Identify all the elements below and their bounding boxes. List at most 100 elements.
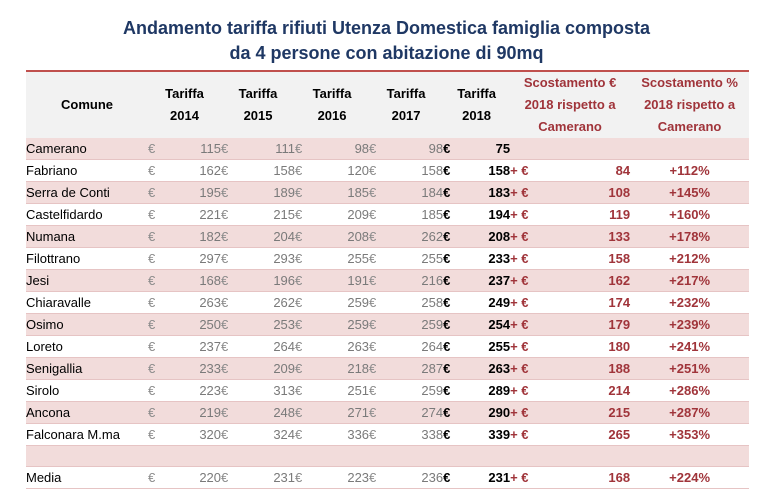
cell-scostamento-percent: +112% [630,159,750,182]
spacer-cell [26,445,750,467]
cell-euro-symbol: € [221,379,244,402]
cell-euro-symbol: € [443,269,466,292]
cell-tariffa-2016: 336 [317,423,370,446]
cell-scostamento-euro: 174 [546,291,631,314]
cell-euro-symbol: € [295,138,318,160]
cell-tariffa-2018: 249 [465,291,511,314]
cell-euro-symbol: € [443,291,466,314]
cell-comune: Fabriano [26,159,148,182]
cell-tariffa-2017: 259 [391,379,444,402]
cell-euro-symbol: € [369,357,392,380]
media-row: Media €220 €231 €223 €236 €231 + €168 +224% [26,466,750,489]
cell-tariffa-2016: 208 [317,225,370,248]
cell-euro-symbol: € [369,225,392,248]
cell-euro-symbol: € [443,181,466,204]
cell-euro-symbol: € [443,247,466,270]
cell-euro-symbol: € [443,313,466,336]
cell-tariffa-2017: 259 [391,313,444,336]
cell-tariffa-2015: 324 [243,423,296,446]
cell-scostamento-euro: 108 [546,181,631,204]
cell-comune: Castelfidardo [26,203,148,226]
table-row: Senigallia €233 €209 €218 €287 €263 + €188 +251… [26,357,750,380]
table-row: Sirolo €223 €313 €251 €259 €289 + €214 +286% [26,379,750,402]
cell-scostamento-percent: +160% [630,203,750,226]
cell-euro-symbol: € [295,466,318,489]
cell-tariffa-2015: 231 [243,466,296,489]
table-title: Andamento tariffa rifiuti Utenza Domesti… [0,16,773,66]
cell-euro-symbol: € [221,423,244,446]
cell-euro-symbol: € [148,335,170,358]
header-tariffa-2018: Tariffa 2018 [443,70,511,138]
cell-tariffa-2018: 208 [465,225,511,248]
cell-plus-euro [510,138,547,160]
cell-tariffa-2018: 233 [465,247,511,270]
cell-tariffa-2014: 195 [170,181,222,204]
cell-euro-symbol: € [221,401,244,424]
cell-euro-symbol: € [295,423,318,446]
cell-scostamento-percent: +178% [630,225,750,248]
cell-tariffa-2016: 191 [317,269,370,292]
cell-scostamento-percent: +239% [630,313,750,336]
cell-euro-symbol: € [443,357,466,380]
header-comune: Comune [26,70,148,138]
header-tariffa-2016: Tariffa 2016 [295,70,370,138]
cell-tariffa-2014: 250 [170,313,222,336]
table-row: Filottrano €297 €293 €255 €255 €233 + €158 +212… [26,247,750,270]
cell-tariffa-2018: 263 [465,357,511,380]
cell-euro-symbol: € [221,203,244,226]
cell-tariffa-2014: 233 [170,357,222,380]
cell-euro-symbol: € [148,423,170,446]
cell-tariffa-2014: 162 [170,159,222,182]
cell-tariffa-2017: 255 [391,247,444,270]
table-body: Camerano €115 €111 €98 €98 €75 Fabriano €162 €15… [26,138,750,489]
cell-euro-symbol: € [221,291,244,314]
cell-tariffa-2014: 263 [170,291,222,314]
cell-scostamento-euro: 158 [546,247,631,270]
cell-tariffa-2018: 75 [465,138,511,160]
cell-euro-symbol: € [148,466,170,489]
header-tariffa-2017: Tariffa 2017 [369,70,444,138]
cell-scostamento-percent: +217% [630,269,750,292]
cell-scostamento-euro: 215 [546,401,631,424]
cell-plus-euro: + € [510,159,547,182]
cell-euro-symbol: € [221,159,244,182]
cell-euro-symbol: € [369,203,392,226]
cell-tariffa-2014: 219 [170,401,222,424]
cell-tariffa-2015: 196 [243,269,296,292]
cell-tariffa-2017: 216 [391,269,444,292]
cell-scostamento-percent: +353% [630,423,750,446]
table-row: Serra de Conti €195 €189 €185 €184 €183 + €108… [26,181,750,204]
cell-tariffa-2015: 215 [243,203,296,226]
cell-tariffa-2018: 237 [465,269,511,292]
cell-euro-symbol: € [295,313,318,336]
cell-tariffa-2014: 221 [170,203,222,226]
cell-euro-symbol: € [369,291,392,314]
cell-plus-euro: + € [510,357,547,380]
cell-tariffa-2015: 158 [243,159,296,182]
cell-plus-euro: + € [510,401,547,424]
cell-tariffa-2015: 293 [243,247,296,270]
cell-euro-symbol: € [369,423,392,446]
cell-tariffa-2014: 320 [170,423,222,446]
cell-scostamento-euro: 188 [546,357,631,380]
cell-euro-symbol: € [148,313,170,336]
cell-euro-symbol: € [443,138,466,160]
cell-tariffa-2018: 231 [465,466,511,489]
cell-euro-symbol: € [148,401,170,424]
cell-tariffa-2016: 259 [317,291,370,314]
cell-euro-symbol: € [443,203,466,226]
cell-tariffa-2015: 248 [243,401,296,424]
cell-comune: Loreto [26,335,148,358]
header-tariffa-2015: Tariffa 2015 [221,70,296,138]
cell-plus-euro: + € [510,313,547,336]
cell-euro-symbol: € [369,379,392,402]
cell-tariffa-2017: 262 [391,225,444,248]
cell-tariffa-2016: 263 [317,335,370,358]
cell-scostamento-percent: +232% [630,291,750,314]
cell-tariffa-2016: 255 [317,247,370,270]
cell-euro-symbol: € [369,335,392,358]
table-row: Chiaravalle €263 €262 €259 €258 €249 + €174 +23… [26,291,750,314]
cell-tariffa-2014: 297 [170,247,222,270]
cell-euro-symbol: € [221,313,244,336]
cell-tariffa-2017: 274 [391,401,444,424]
